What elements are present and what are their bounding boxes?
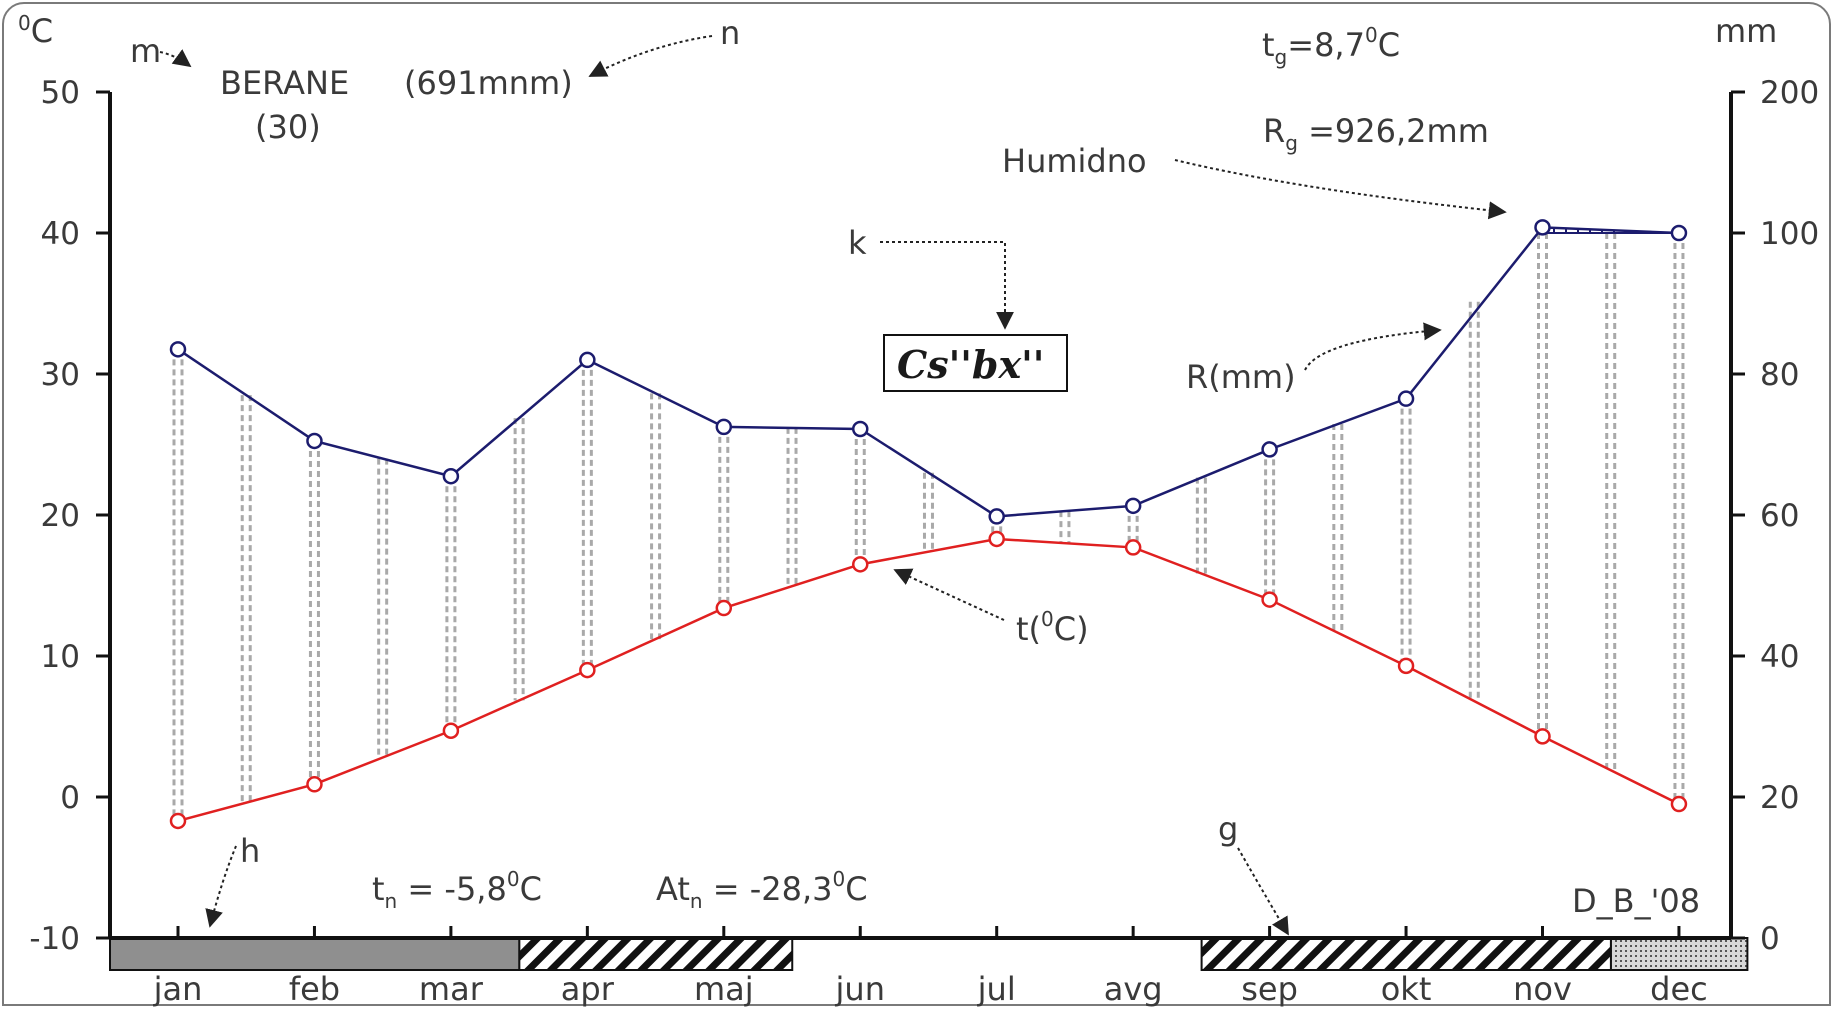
- right-tick-label: 40: [1760, 639, 1799, 675]
- author-signature: D_B_'08: [1572, 882, 1700, 920]
- data-point: [442, 722, 460, 739]
- season-segment: [109, 937, 521, 971]
- precipitation-label: R(mm): [1186, 358, 1296, 396]
- season-segment: [1200, 937, 1612, 971]
- data-point: [169, 341, 187, 358]
- station-years: (30): [255, 108, 321, 146]
- annotation-n: n: [720, 14, 740, 52]
- data-point: [988, 530, 1005, 548]
- left-tick-label: 20: [41, 498, 80, 534]
- climate-class-box: [883, 334, 1068, 392]
- right-tick-label: 200: [1760, 75, 1819, 111]
- annual-temperature: tg=8,70C: [1262, 23, 1400, 69]
- left-axis-ticks: 50 40 30 20 10 0 -10: [29, 75, 110, 957]
- data-point: [442, 467, 460, 485]
- data-point: [852, 556, 869, 573]
- month-label: apr: [561, 970, 615, 1008]
- right-tick-label: 100: [1760, 216, 1819, 252]
- left-tick-label: -10: [29, 921, 80, 957]
- right-tick-label: 80: [1760, 357, 1799, 393]
- month-label: jun: [835, 970, 885, 1008]
- month-label: maj: [694, 970, 754, 1008]
- data-point: [1124, 539, 1142, 556]
- abs-min-temperature: Atn = -28,30C: [656, 867, 868, 913]
- data-point: [1124, 497, 1142, 515]
- month-label: feb: [289, 970, 340, 1008]
- series-line: [177, 537, 1680, 823]
- station-altitude: (691mnm): [404, 64, 573, 102]
- data-point: [852, 420, 869, 438]
- month-label: sep: [1241, 970, 1298, 1008]
- data-point: [306, 776, 323, 793]
- data-point: [1534, 219, 1551, 236]
- annotation-m: m: [130, 32, 161, 70]
- data-point: [715, 599, 733, 617]
- right-tick-label: 60: [1760, 498, 1799, 534]
- month-label: dec: [1650, 970, 1708, 1008]
- annotation-k: k: [848, 224, 867, 262]
- month-label: jul: [977, 970, 1016, 1008]
- left-tick-label: 10: [41, 639, 80, 675]
- left-tick-label: 0: [60, 780, 80, 816]
- temperature-label: t(0C): [1016, 607, 1089, 648]
- series-lines: [169, 219, 1688, 830]
- data-point: [1670, 795, 1688, 813]
- data-point: [169, 812, 187, 830]
- month-label: okt: [1381, 970, 1432, 1008]
- left-tick-label: 40: [41, 216, 80, 252]
- annotation-h: h: [240, 832, 260, 870]
- month-label: nov: [1513, 970, 1572, 1008]
- data-point: [1261, 441, 1278, 458]
- data-point: [579, 351, 596, 369]
- month-label: avg: [1104, 970, 1163, 1008]
- season-segment: [1609, 937, 1749, 971]
- left-tick-label: 30: [41, 357, 80, 393]
- humid-label: Humidno: [1002, 142, 1147, 180]
- data-point: [1397, 390, 1415, 407]
- climate-class: Cs''bx'': [897, 342, 1044, 387]
- right-tick-label: 20: [1760, 780, 1799, 816]
- abs-min-temperature-mean: tn = -5,80C: [372, 867, 542, 913]
- data-point: [1261, 591, 1278, 608]
- station-name: BERANE: [220, 64, 349, 102]
- left-tick-label: 50: [41, 75, 80, 111]
- left-axis-unit: 0C: [18, 11, 53, 50]
- data-point: [1534, 728, 1551, 745]
- annotation-g: g: [1218, 810, 1238, 848]
- season-segment: [518, 937, 794, 971]
- data-point: [579, 661, 596, 679]
- month-label: mar: [419, 970, 484, 1008]
- season-bar: [109, 937, 1749, 971]
- data-point: [1397, 657, 1415, 675]
- month-labels: jan feb mar apr maj jun jul avg sep okt nov dec: [153, 926, 1708, 1008]
- annual-precipitation: Rg =926,2mm: [1263, 112, 1489, 155]
- stripe-hatching: [172, 233, 1685, 821]
- month-label: jan: [153, 970, 203, 1008]
- data-point: [715, 418, 733, 436]
- series-line: [177, 226, 1680, 518]
- right-tick-label: 0: [1760, 921, 1780, 957]
- data-point: [1670, 224, 1688, 242]
- data-point: [306, 432, 323, 450]
- data-point: [988, 508, 1005, 525]
- right-axis-unit: mm: [1715, 12, 1777, 50]
